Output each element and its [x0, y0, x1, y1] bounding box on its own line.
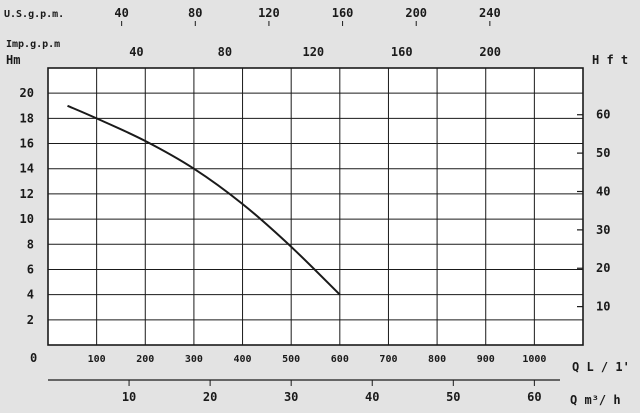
m3h-tick-label: 30 — [284, 390, 298, 404]
us-gpm-tick-label: 80 — [188, 6, 202, 20]
top-axis-imp-label: Imp.g.p.m — [6, 39, 60, 50]
y-right-tick-label: 30 — [596, 223, 610, 237]
y-axis-left-ticks: 2 4 6 8 10 12 14 16 18 20 — [20, 86, 34, 327]
x-tick-label: 400 — [234, 354, 252, 365]
us-gpm-tick-label: 200 — [405, 6, 427, 20]
us-gpm-tick-label: 40 — [114, 6, 128, 20]
y-axis-right-label: H f t — [592, 53, 628, 67]
m3h-tick-label: 10 — [122, 390, 136, 404]
x-tick-label: 600 — [331, 354, 349, 365]
imp-gpm-tick-label: 120 — [302, 45, 324, 59]
y-left-tick-label: 2 — [27, 313, 34, 327]
m3h-tick-label: 50 — [446, 390, 460, 404]
bottom-axis-m3-ticks: 10 20 30 40 50 60 — [122, 380, 542, 404]
y-left-tick-label: 4 — [27, 288, 34, 302]
y-axis-left-label: Hm — [6, 53, 20, 67]
us-gpm-tick-label: 120 — [258, 6, 280, 20]
x-tick-label: 100 — [88, 354, 106, 365]
bottom-axis-label: Q m³/ h — [570, 393, 621, 407]
y-right-tick-label: 20 — [596, 261, 610, 275]
pump-curve — [67, 104, 341, 296]
imp-gpm-tick-label: 40 — [129, 45, 143, 59]
y-right-tick-label: 10 — [596, 300, 610, 314]
m3h-tick-label: 20 — [203, 390, 217, 404]
plot-border — [47, 67, 584, 346]
y-left-tick-label: 6 — [27, 262, 34, 276]
x-axis-ticks: 100 200 300 400 500 600 700 800 900 1000 — [88, 354, 547, 365]
y-left-tick-label: 14 — [20, 162, 34, 176]
grid-lines — [48, 68, 583, 345]
imp-gpm-tick-label: 200 — [479, 45, 501, 59]
x-tick-label: 200 — [136, 354, 154, 365]
x-axis-label: Q L / 1' — [572, 360, 630, 374]
y-left-tick-label: 10 — [20, 212, 34, 226]
x-tick-label: 800 — [428, 354, 446, 365]
x-tick-label: 1000 — [522, 354, 546, 365]
y-left-tick-label: 18 — [20, 111, 34, 125]
imp-gpm-tick-label: 80 — [218, 45, 232, 59]
y-left-tick-label: 12 — [20, 187, 34, 201]
y-left-tick-label: 20 — [20, 86, 34, 100]
top-axis-us-label: U.S.g.p.m. — [4, 9, 64, 20]
y-right-tick-label: 40 — [596, 184, 610, 198]
y-left-tick-label: 8 — [27, 237, 34, 251]
y-right-tick-label: 60 — [596, 108, 610, 122]
y-left-tick-label: 16 — [20, 137, 34, 151]
x-axis-zero-label: 0 — [30, 351, 37, 365]
y-axis-right-ticks: 10 20 30 40 50 60 — [577, 108, 610, 314]
x-tick-label: 500 — [282, 354, 300, 365]
x-tick-label: 700 — [379, 354, 397, 365]
x-tick-label: 900 — [477, 354, 495, 365]
y-right-tick-label: 50 — [596, 146, 610, 160]
top-axis-imp-ticks: 40 80 120 160 200 — [129, 45, 501, 59]
us-gpm-tick-label: 160 — [332, 6, 354, 20]
imp-gpm-tick-label: 160 — [391, 45, 413, 59]
m3h-tick-label: 60 — [527, 390, 541, 404]
m3h-tick-label: 40 — [365, 390, 379, 404]
x-tick-label: 300 — [185, 354, 203, 365]
top-axis-us-ticks: 40 80 120 160 200 240 — [114, 6, 501, 26]
us-gpm-tick-label: 240 — [479, 6, 501, 20]
plot-area — [48, 68, 583, 345]
